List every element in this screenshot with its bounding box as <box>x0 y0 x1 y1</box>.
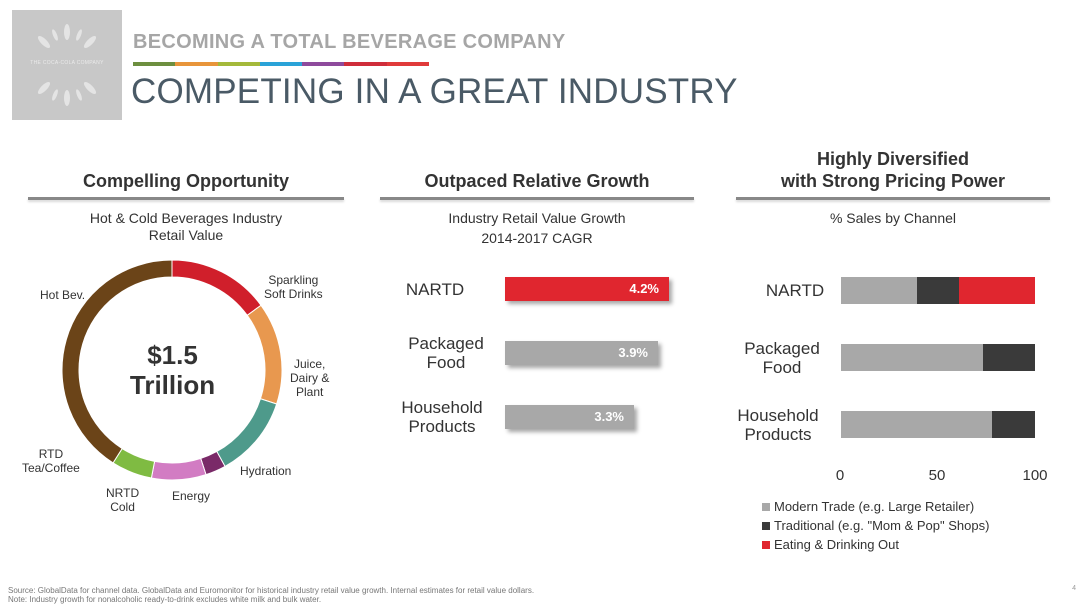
legend-item-modern-trade: Modern Trade (e.g. Large Retailer) <box>762 499 974 514</box>
panel-title-opportunity: Compelling Opportunity <box>83 171 289 191</box>
stack-segment-nartd <box>959 277 1035 304</box>
category-line: Packaged <box>408 334 484 353</box>
label-line: Plant <box>295 385 324 399</box>
donut-center-value: $1.5 Trillion <box>95 340 250 400</box>
growth-bar-value: 3.9% <box>618 345 648 360</box>
company-logo: THE COCA-COLA COMPANY <box>12 10 122 120</box>
category-line: Household <box>737 406 819 425</box>
growth-category-packaged-food: Packaged Food <box>380 334 512 372</box>
donut-label-hot-bev: Hot Bev. <box>40 288 86 302</box>
label-line: RTD <box>38 447 64 461</box>
stack-segment-nartd <box>916 277 960 304</box>
growth-category-nartd: NARTD <box>380 280 490 299</box>
color-stripe-segment <box>217 62 260 66</box>
donut-slice-sparkling-soft-drinks <box>171 259 262 317</box>
panel-divider <box>736 197 1050 200</box>
label-line: Cold <box>110 500 135 514</box>
color-stripe-segment <box>302 62 345 66</box>
growth-bar-value: 3.3% <box>594 409 624 424</box>
donut-slice-hot-bev- <box>61 259 173 464</box>
category-line: Products <box>744 425 812 444</box>
donut-chart <box>61 259 283 481</box>
panel-divider <box>28 197 344 200</box>
axis-tick-50: 50 <box>928 467 946 484</box>
channel-category-packaged-food: Packaged Food <box>728 339 836 377</box>
label-line: Soft Drinks <box>264 287 323 301</box>
panel-title-diversified: Highly Diversified with Strong Pricing P… <box>736 148 1050 192</box>
panel-subtitle-line2: 2014-2017 CAGR <box>481 230 593 246</box>
label-line: NRTD <box>106 486 140 500</box>
color-stripe-segment <box>259 62 303 66</box>
category-line: Food <box>762 358 802 377</box>
legend-swatch-modern <box>762 502 770 511</box>
section-kicker: BECOMING A TOTAL BEVERAGE COMPANY <box>133 31 566 53</box>
channel-category-nartd: NARTD <box>740 281 850 300</box>
label-line: Dairy & <box>290 371 330 385</box>
legend-swatch-traditional <box>762 521 770 530</box>
donut-slice-juice-dairy-plant <box>246 304 283 405</box>
donut-label-nrtd: NRTD Cold <box>106 486 139 514</box>
category-line: Household <box>401 398 483 417</box>
donut-label-rtd: RTD Tea/Coffee <box>22 447 80 475</box>
panel-subtitle-line1: Hot & Cold Beverages Industry <box>89 210 283 226</box>
category-line: NARTD <box>405 280 465 299</box>
donut-center-amount: $1.5 <box>147 340 198 370</box>
panel-subtitle: % Sales by Channel <box>829 210 957 226</box>
color-stripe-segment <box>344 62 387 66</box>
donut-slice-nrtd-cold <box>150 457 207 481</box>
donut-label-sparkling: Sparkling Soft Drinks <box>264 273 323 301</box>
panel-title-line: with Strong Pricing Power <box>780 171 1005 191</box>
donut-label-juice: Juice, Dairy & Plant <box>290 357 329 399</box>
stack-segment-nartd <box>841 277 917 304</box>
stack-segment-household-products <box>992 411 1035 438</box>
growth-category-household: Household Products <box>380 398 504 436</box>
donut-center-unit: Trillion <box>129 370 216 400</box>
legend-item-eating-out: Eating & Drinking Out <box>762 537 899 552</box>
category-line: Packaged <box>744 339 820 358</box>
channel-category-household: Household Products <box>726 406 830 444</box>
legend-swatch-eating-out <box>762 540 770 549</box>
category-line: NARTD <box>765 281 825 300</box>
label-line: Juice, <box>293 357 326 371</box>
panel-title-line: Highly Diversified <box>816 149 970 169</box>
color-stripe <box>133 62 429 66</box>
panel-subtitle-line1: Industry Retail Value Growth <box>448 210 626 226</box>
label-line: Tea/Coffee <box>22 461 80 475</box>
stack-segment-household-products <box>841 411 993 438</box>
footnote-source: Source: GlobalData for channel data. Glo… <box>8 586 535 595</box>
page-title: COMPETING IN A GREAT INDUSTRY <box>131 72 738 111</box>
legend-item-traditional: Traditional (e.g. "Mom & Pop" Shops) <box>762 518 989 533</box>
stack-segment-packaged-food <box>841 344 983 371</box>
panel-title-growth: Outpaced Relative Growth <box>424 171 650 191</box>
logo-text: THE COCA-COLA COMPANY <box>30 60 104 66</box>
category-line: Food <box>426 353 466 372</box>
legend-label: Modern Trade (e.g. Large Retailer) <box>774 499 975 514</box>
category-line: Products <box>408 417 476 436</box>
color-stripe-segment <box>175 62 218 66</box>
growth-bar-nartd: 4.2% <box>505 277 669 301</box>
color-stripe-segment <box>133 62 176 66</box>
logo-rays-icon <box>37 24 97 106</box>
legend-label: Traditional (e.g. "Mom & Pop" Shops) <box>774 518 990 533</box>
color-stripe-segment <box>386 62 429 66</box>
growth-bar-household: 3.3% <box>505 405 634 429</box>
axis-tick-0: 0 <box>835 467 845 484</box>
label-line: Sparkling <box>268 273 319 287</box>
growth-bar-packaged-food: 3.9% <box>505 341 658 365</box>
panel-divider <box>380 197 694 200</box>
page-number: 4 <box>1072 585 1076 592</box>
panel-subtitle-line2: Retail Value <box>148 227 224 243</box>
growth-bar-value: 4.2% <box>629 281 659 296</box>
footnote-note: Note: Industry growth for nonalcoholic r… <box>8 595 322 604</box>
donut-slice-hydration <box>216 398 278 468</box>
donut-label-energy: Energy <box>172 489 211 503</box>
axis-tick-100: 100 <box>1022 467 1048 484</box>
legend-label: Eating & Drinking Out <box>774 537 900 552</box>
stack-segment-packaged-food <box>982 344 1035 371</box>
donut-label-hydration: Hydration <box>240 464 292 478</box>
